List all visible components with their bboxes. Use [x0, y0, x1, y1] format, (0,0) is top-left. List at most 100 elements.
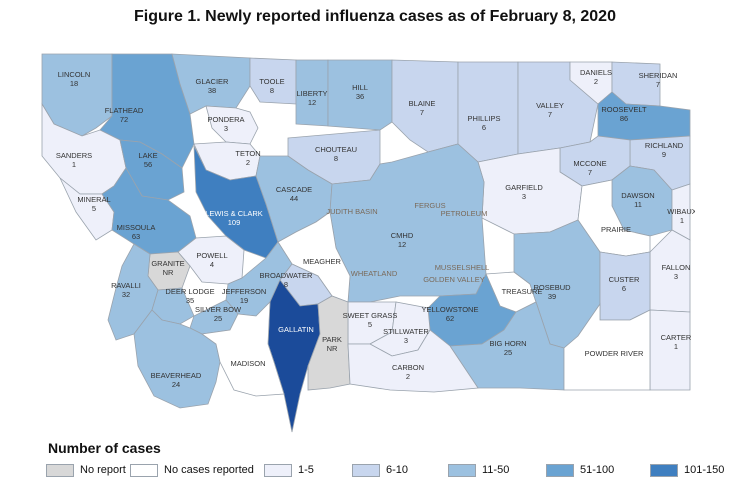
- county-value-sheridan: 7: [656, 80, 660, 89]
- county-label-daniels: DANIELS: [580, 68, 612, 77]
- county-value-sanders: 1: [72, 160, 76, 169]
- county-label-rosebud: ROSEBUD: [533, 283, 571, 292]
- county-park: [307, 295, 351, 391]
- county-label-big-horn: BIG HORN: [489, 339, 526, 348]
- county-label-mineral: MINERAL: [77, 195, 110, 204]
- county-madison: [200, 300, 285, 397]
- county-label-granite: GRANITE: [151, 259, 184, 268]
- legend-swatch: [46, 463, 74, 477]
- county-value-richland: 9: [662, 150, 666, 159]
- county-label-phillips: PHILLIPS: [468, 114, 501, 123]
- county-label-deer-lodge: DEER LODGE: [165, 287, 214, 296]
- county-hill: [327, 59, 393, 131]
- legend-item-6-10: 6-10: [352, 462, 408, 478]
- county-value-garfield: 3: [522, 192, 526, 201]
- county-value-fallon: 3: [674, 272, 678, 281]
- county-label-treasure: TREASURE: [502, 287, 543, 296]
- legend-label: 6-10: [386, 464, 409, 476]
- legend-item-no-cases-reported: No cases reported: [130, 462, 254, 478]
- county-label-cascade: CASCADE: [276, 185, 312, 194]
- county-value-jefferson: 19: [240, 296, 248, 305]
- county-label-fallon: FALLON: [662, 263, 691, 272]
- cmhd-member-label-fergus: FERGUS: [414, 201, 445, 210]
- county-value-lewis-and-clark: 109: [228, 218, 241, 227]
- county-value-lake: 56: [144, 160, 152, 169]
- legend-label: 11-50: [482, 464, 510, 476]
- county-value-toole: 8: [270, 86, 274, 95]
- cmhd-member-label-judith-basin: JUDITH BASIN: [326, 207, 377, 216]
- county-value-big-horn: 25: [504, 348, 512, 357]
- county-carbon: [347, 329, 479, 393]
- county-powder-river: [563, 302, 651, 391]
- legend-swatch: [546, 463, 574, 477]
- county-value-dawson: 11: [634, 200, 642, 209]
- county-value-rosebud: 39: [548, 292, 556, 301]
- county-value-sweet-grass: 5: [368, 320, 372, 329]
- county-label-roosevelt: ROOSEVELT: [601, 105, 647, 114]
- county-label-dawson: DAWSON: [621, 191, 654, 200]
- county-label-sheridan: SHERIDAN: [639, 71, 678, 80]
- county-value-cascade: 44: [290, 194, 298, 203]
- county-label-glacier: GLACIER: [196, 77, 230, 86]
- cmhd-member-label-wheatland: WHEATLAND: [351, 269, 398, 278]
- county-label-chouteau: CHOUTEAU: [315, 145, 357, 154]
- county-label-meagher: MEAGHER: [303, 257, 342, 266]
- county-label-missoula: MISSOULA: [117, 223, 156, 232]
- county-label-flathead: FLATHEAD: [105, 106, 144, 115]
- county-value-cmhd: 12: [398, 240, 406, 249]
- county-value-daniels: 2: [594, 77, 598, 86]
- county-value-stillwater: 3: [404, 336, 408, 345]
- county-label-broadwater: BROADWATER: [260, 271, 314, 280]
- county-label-wibaux: WIBAUX: [667, 207, 695, 216]
- county-value-phillips: 6: [482, 123, 486, 132]
- county-label-hill: HILL: [352, 83, 368, 92]
- legend-swatch: [130, 463, 158, 477]
- cmhd-member-label-petroleum: PETROLEUM: [441, 209, 488, 218]
- county-pondera: [205, 105, 259, 145]
- county-value-carter: 1: [674, 342, 678, 351]
- legend-item-51-100: 51-100: [546, 462, 614, 478]
- county-value-roosevelt: 86: [620, 114, 628, 123]
- legend-label: No cases reported: [164, 464, 254, 476]
- county-label-stillwater: STILLWATER: [383, 327, 429, 336]
- county-label-toole: TOOLE: [259, 77, 284, 86]
- county-label-beaverhead: BEAVERHEAD: [151, 371, 202, 380]
- cmhd-member-label-golden-valley: GOLDEN VALLEY: [423, 275, 485, 284]
- county-value-blaine: 7: [420, 108, 424, 117]
- county-label-carbon: CARBON: [392, 363, 424, 372]
- county-value-wibaux: 1: [680, 216, 684, 225]
- county-value-mineral: 5: [92, 204, 96, 213]
- legend-swatch: [650, 463, 678, 477]
- county-value-flathead: 72: [120, 115, 128, 124]
- county-value-carbon: 2: [406, 372, 410, 381]
- county-label-lake: LAKE: [138, 151, 157, 160]
- county-label-lincoln: LINCOLN: [58, 70, 91, 79]
- county-value-custer: 6: [622, 284, 626, 293]
- county-label-sanders: SANDERS: [56, 151, 92, 160]
- county-value-liberty: 12: [308, 98, 316, 107]
- legend-title: Number of cases: [48, 440, 161, 456]
- county-label-carter: CARTER: [661, 333, 692, 342]
- county-label-valley: VALLEY: [536, 101, 564, 110]
- county-value-park: NR: [327, 344, 338, 353]
- county-value-hill: 36: [356, 92, 364, 101]
- county-label-ravalli: RAVALLI: [111, 281, 141, 290]
- legend-label: 1-5: [298, 464, 314, 476]
- county-label-mccone: MCCONE: [573, 159, 606, 168]
- county-toole: [249, 57, 297, 105]
- county-value-silver-bow: 25: [214, 314, 222, 323]
- county-label-park: PARK: [322, 335, 342, 344]
- county-shapes: [41, 53, 691, 433]
- county-label-jefferson: JEFFERSON: [222, 287, 267, 296]
- cmhd-member-label-musselshell: MUSSELSHELL: [435, 263, 490, 272]
- county-label-cmhd: CMHD: [391, 231, 414, 240]
- county-phillips: [457, 61, 519, 163]
- county-label-madison: MADISON: [230, 359, 265, 368]
- legend-item-1-5: 1-5: [264, 462, 314, 478]
- county-label-teton: TETON: [235, 149, 260, 158]
- county-label-garfield: GARFIELD: [505, 183, 543, 192]
- legend-swatch: [352, 463, 380, 477]
- county-value-powell: 4: [210, 260, 214, 269]
- county-label-powell: POWELL: [196, 251, 227, 260]
